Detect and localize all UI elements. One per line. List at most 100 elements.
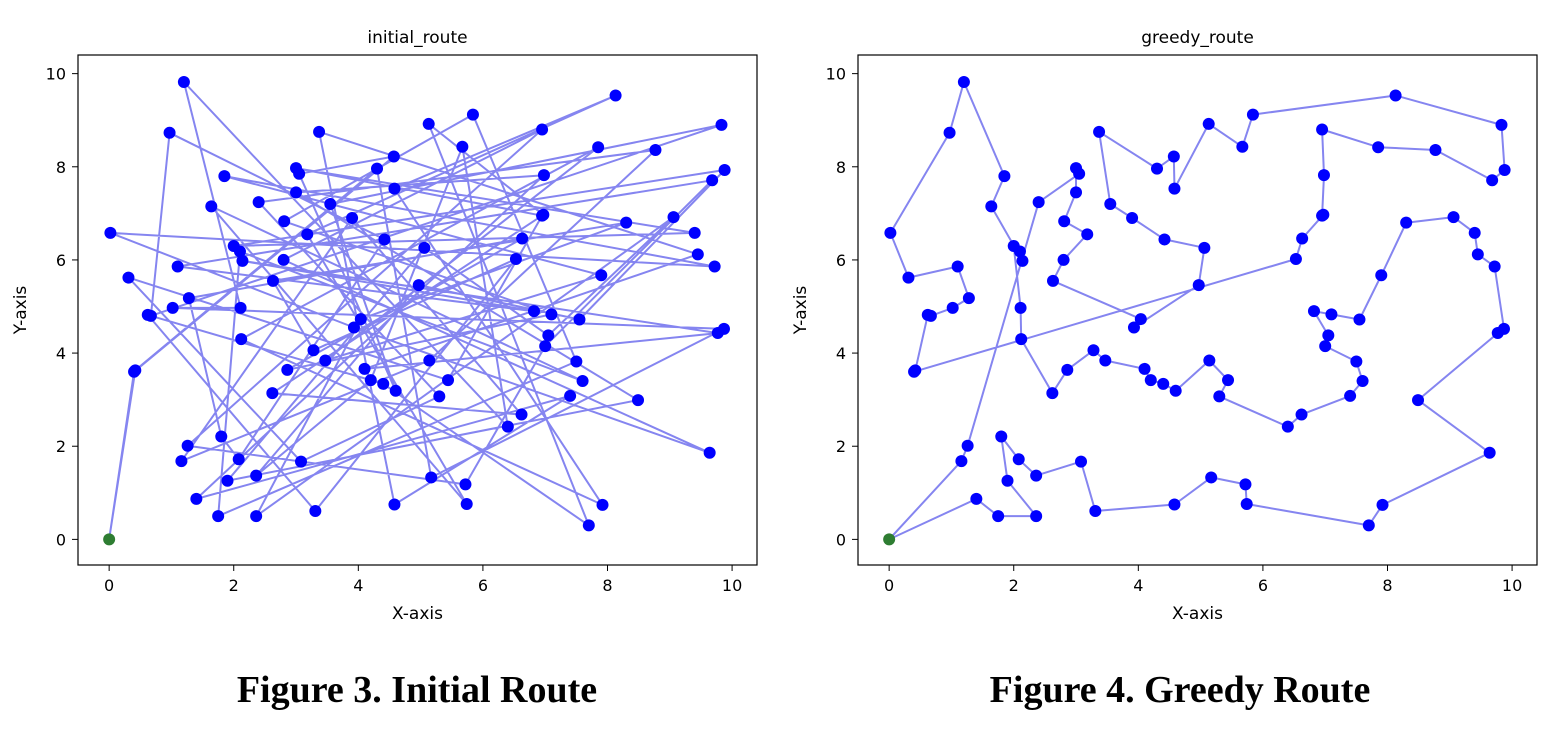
- plot-frame: [857, 54, 1538, 566]
- city-point: [1168, 182, 1181, 195]
- x-tick-label: 0: [884, 576, 894, 595]
- city-point: [235, 333, 248, 346]
- city-point: [573, 313, 586, 326]
- city-point: [205, 200, 218, 213]
- city-point: [1126, 212, 1139, 225]
- route-line: [888, 81, 1506, 541]
- plot-initial-route: initial_route 0 2 4 6 8 10 0 2 4 6 8 10 X-axis Y-axis: [11, 28, 758, 624]
- city-point: [1093, 125, 1106, 138]
- city-point: [1356, 375, 1369, 388]
- city-point: [1319, 340, 1332, 353]
- city-point: [1104, 198, 1117, 211]
- city-point: [1325, 308, 1338, 321]
- start-point: [103, 533, 116, 546]
- city-point: [509, 253, 522, 265]
- plot-title: initial_route: [367, 28, 467, 48]
- city-point: [1491, 327, 1504, 340]
- city-point: [290, 186, 303, 199]
- city-point: [1032, 196, 1045, 209]
- city-point: [1046, 274, 1059, 287]
- city-point: [992, 510, 1005, 523]
- city-point: [1295, 408, 1308, 421]
- city-point: [1151, 162, 1164, 175]
- city-point: [412, 279, 425, 292]
- city-point: [1001, 474, 1014, 487]
- city-point: [1013, 245, 1026, 258]
- city-point: [1316, 209, 1329, 222]
- city-point: [1012, 453, 1025, 466]
- y-tick-label: 0: [56, 530, 66, 549]
- city-point: [985, 200, 998, 213]
- city-point: [364, 374, 377, 387]
- city-point: [358, 362, 371, 375]
- city-point: [1362, 519, 1375, 532]
- city-point: [1134, 313, 1147, 326]
- city-point: [234, 301, 247, 314]
- city-point: [1350, 355, 1363, 368]
- city-point: [182, 292, 195, 305]
- city-point: [266, 387, 279, 400]
- x-tick-label: 4: [1133, 576, 1143, 595]
- city-point: [1198, 241, 1211, 254]
- city-point: [1192, 279, 1205, 292]
- city-point: [442, 374, 455, 387]
- x-tick-label: 0: [104, 576, 114, 595]
- x-tick-label: 6: [1258, 576, 1268, 595]
- city-point: [301, 228, 314, 241]
- city-point: [460, 497, 473, 510]
- city-point: [1030, 469, 1043, 482]
- city-point: [1016, 254, 1029, 267]
- city-point: [425, 471, 438, 484]
- city-point: [998, 170, 1011, 183]
- y-axis-label: Y-axis: [11, 286, 31, 336]
- city-point: [908, 365, 921, 378]
- plot-title: greedy_route: [1141, 28, 1254, 48]
- city-point: [1144, 374, 1157, 387]
- x-tick-label: 2: [229, 576, 239, 595]
- city-point: [1057, 253, 1070, 266]
- city-point: [536, 209, 549, 222]
- city-point: [278, 215, 291, 228]
- city-point: [1015, 333, 1028, 346]
- city-point: [545, 308, 558, 321]
- city-point: [951, 260, 964, 273]
- city-point: [884, 226, 897, 239]
- city-point: [582, 519, 595, 532]
- city-point: [715, 118, 728, 131]
- city-point: [691, 248, 704, 261]
- city-point: [718, 164, 731, 177]
- city-point: [1169, 384, 1182, 397]
- city-point: [649, 144, 662, 157]
- city-point: [190, 492, 203, 505]
- city-point: [516, 232, 529, 245]
- city-point: [122, 271, 135, 284]
- city-point: [212, 510, 225, 523]
- y-tick-label: 4: [836, 344, 846, 363]
- city-point: [1317, 169, 1330, 182]
- city-point: [466, 108, 479, 121]
- city-point: [955, 455, 968, 468]
- city-point: [576, 375, 589, 388]
- city-point: [595, 269, 608, 282]
- city-point: [703, 446, 716, 459]
- city-point: [1281, 420, 1294, 433]
- city-point: [319, 354, 332, 367]
- city-point: [564, 389, 577, 402]
- city-point: [1353, 313, 1366, 326]
- city-point: [1468, 226, 1481, 239]
- city-point: [266, 274, 279, 287]
- city-point: [1087, 344, 1100, 357]
- city-point: [527, 305, 540, 318]
- plot-frame: [77, 54, 758, 566]
- city-point: [221, 474, 234, 487]
- city-point: [1488, 260, 1501, 273]
- city-point: [295, 455, 308, 468]
- y-tick-label: 4: [56, 344, 66, 363]
- city-point: [181, 439, 194, 452]
- city-point: [708, 260, 721, 273]
- city-point: [1081, 228, 1094, 241]
- city-point: [388, 182, 401, 195]
- city-point: [347, 321, 360, 334]
- city-point: [596, 498, 609, 511]
- city-point: [706, 174, 719, 187]
